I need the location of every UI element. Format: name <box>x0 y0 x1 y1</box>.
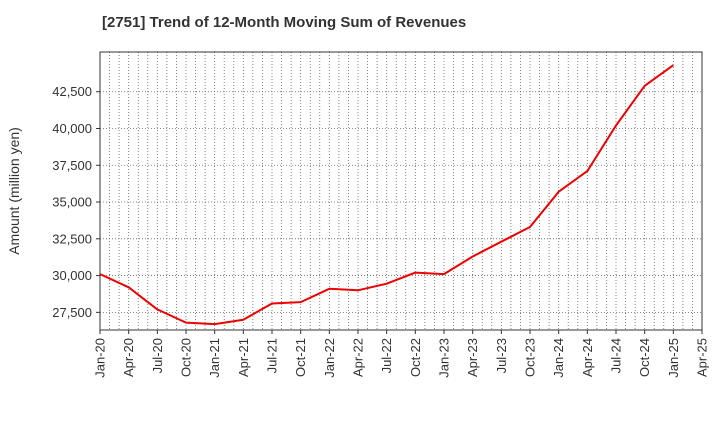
y-tick-label: 35,000 <box>52 195 92 210</box>
x-tick-label: Apr-25 <box>695 338 710 377</box>
x-tick-label: Jan-24 <box>551 338 566 378</box>
x-tick-label: Oct-21 <box>293 338 308 377</box>
x-tick-label: Oct-22 <box>408 338 423 377</box>
x-tick-label: Apr-23 <box>465 338 480 377</box>
x-tick-label: Apr-20 <box>121 338 136 377</box>
x-tick-label: Apr-24 <box>580 338 595 377</box>
x-tick-label: Jan-22 <box>322 338 337 378</box>
y-tick-label: 30,000 <box>52 268 92 283</box>
y-tick-label: 32,500 <box>52 231 92 246</box>
chart-title: [2751] Trend of 12-Month Moving Sum of R… <box>102 14 467 31</box>
plot-area <box>99 51 703 331</box>
y-axis-ticks: 27,500 30,000 32,500 35,000 37,500 40,000 42,5… <box>52 84 100 320</box>
x-tick-label: Oct-20 <box>179 338 194 377</box>
revenue-series-line <box>99 64 674 326</box>
x-tick-label: Jul-23 <box>494 338 509 373</box>
x-axis-ticks: Jan-20 Apr-20 Jul-20 Oct-20 Jan-21 Apr-21 Jul-… <box>93 330 710 378</box>
y-tick-label: 27,500 <box>52 305 92 320</box>
y-axis-label: Amount (million yen) <box>6 127 22 255</box>
x-tick-label: Apr-21 <box>236 338 251 377</box>
x-tick-label: Apr-22 <box>351 338 366 377</box>
x-tick-label: Jan-20 <box>93 338 108 378</box>
x-tick-label: Jan-25 <box>666 338 681 378</box>
x-tick-label: Jul-21 <box>265 338 280 373</box>
grid <box>100 52 702 330</box>
x-tick-label: Jul-24 <box>609 338 624 373</box>
y-tick-label: 40,000 <box>52 121 92 136</box>
x-tick-label: Jul-20 <box>150 338 165 373</box>
x-tick-label: Jul-22 <box>379 338 394 373</box>
x-tick-label: Oct-24 <box>637 338 652 377</box>
x-tick-label: Jan-23 <box>437 338 452 378</box>
y-tick-label: 42,500 <box>52 84 92 99</box>
x-tick-label: Oct-23 <box>523 338 538 377</box>
y-tick-label: 37,500 <box>52 158 92 173</box>
x-tick-label: Jan-21 <box>207 338 222 378</box>
